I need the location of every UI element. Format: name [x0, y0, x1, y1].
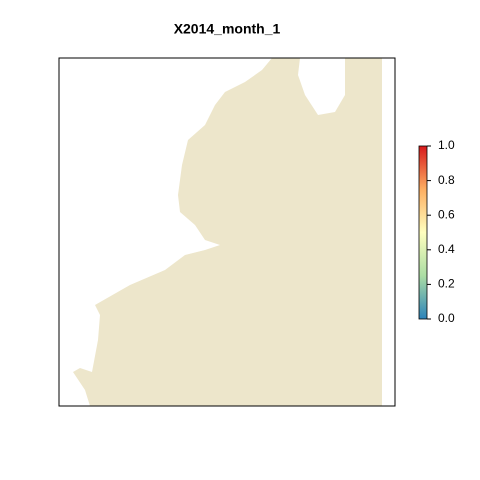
map-area [58, 57, 396, 407]
land-nova-scotia [298, 58, 345, 115]
map-title: X2014_month_1 [174, 21, 281, 37]
colorbar: 0.0 0.2 0.4 0.6 0.8 1.0 [418, 138, 455, 325]
colorbar-ramp [418, 145, 428, 320]
colorbar-tick-label: 0.8 [438, 173, 455, 187]
plot-frame [58, 57, 396, 407]
ocean-raster [73, 58, 382, 406]
colorbar-tick-label: 0.6 [438, 207, 455, 221]
colorbar-tick-label: 0.4 [438, 242, 455, 256]
colorbar-tick-label: 1.0 [438, 138, 455, 152]
colorbar-tick-label: 0.2 [438, 277, 455, 291]
colorbar-tick-label: 0.0 [438, 311, 455, 325]
